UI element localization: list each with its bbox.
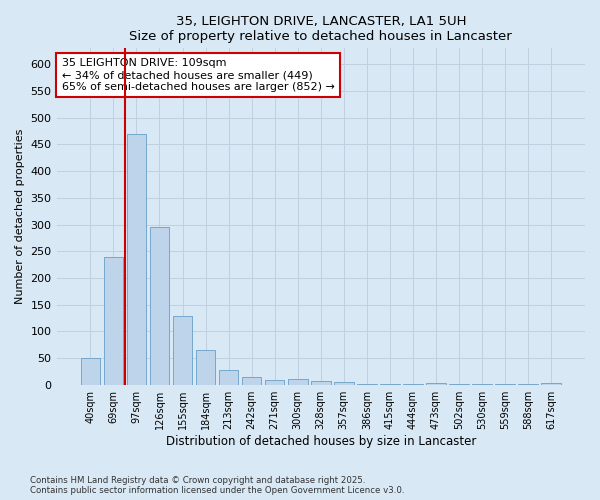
Bar xyxy=(80,358,100,384)
Bar xyxy=(288,380,308,384)
Bar xyxy=(242,376,262,384)
Bar xyxy=(196,350,215,384)
Bar xyxy=(219,370,238,384)
Text: Contains HM Land Registry data © Crown copyright and database right 2025.
Contai: Contains HM Land Registry data © Crown c… xyxy=(30,476,404,495)
Bar xyxy=(334,382,353,384)
Y-axis label: Number of detached properties: Number of detached properties xyxy=(15,129,25,304)
X-axis label: Distribution of detached houses by size in Lancaster: Distribution of detached houses by size … xyxy=(166,434,476,448)
Bar xyxy=(311,381,331,384)
Bar xyxy=(173,316,193,384)
Bar xyxy=(127,134,146,384)
Bar xyxy=(104,256,123,384)
Title: 35, LEIGHTON DRIVE, LANCASTER, LA1 5UH
Size of property relative to detached hou: 35, LEIGHTON DRIVE, LANCASTER, LA1 5UH S… xyxy=(130,15,512,43)
Text: 35 LEIGHTON DRIVE: 109sqm
← 34% of detached houses are smaller (449)
65% of semi: 35 LEIGHTON DRIVE: 109sqm ← 34% of detac… xyxy=(62,58,335,92)
Bar xyxy=(426,382,446,384)
Bar xyxy=(541,382,561,384)
Bar xyxy=(149,227,169,384)
Bar xyxy=(265,380,284,384)
